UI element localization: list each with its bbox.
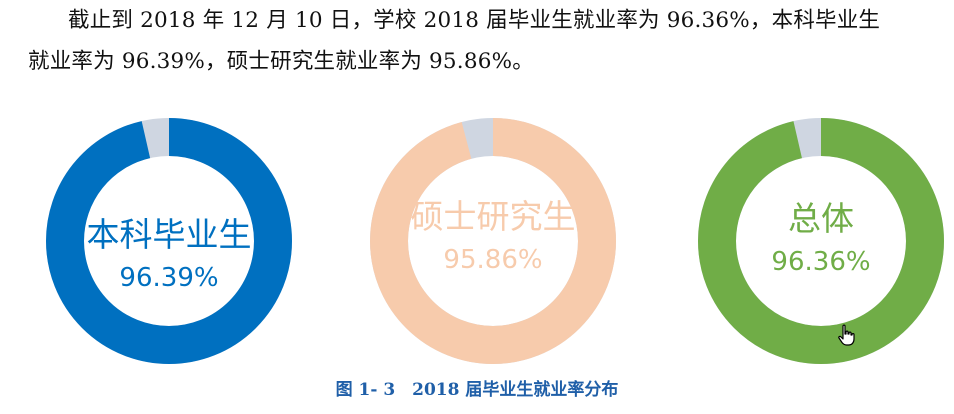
donut-chart-overall [698, 118, 944, 364]
donut-employed-segment-overall [698, 118, 944, 364]
donut-title-undergraduate: 本科毕业生 [86, 215, 252, 254]
donut-label-undergraduate: 本科毕业生 96.39% [46, 215, 292, 295]
paragraph-line-1: 截止到 2018 年 12 月 10 日，学校 2018 届毕业生就业率为 96… [68, 8, 881, 33]
donut-label-overall: 总体 96.36% [698, 199, 944, 279]
donut-chart-graduate [370, 118, 616, 364]
donut-employed-segment-undergraduate [46, 118, 292, 364]
figure-caption: 图 1- 3 2018 届毕业生就业率分布 [335, 380, 619, 400]
donut-employed-segment-graduate [370, 118, 616, 364]
donut-value-undergraduate: 96.39% [119, 263, 219, 293]
donut-label-graduate: 硕士研究生 95.86% [370, 197, 616, 277]
donut-value-overall: 96.36% [771, 247, 871, 277]
donut-value-graduate: 95.86% [443, 245, 543, 275]
hand-pointer-icon [838, 324, 855, 346]
donut-title-graduate: 硕士研究生 [410, 197, 576, 236]
donut-title-overall: 总体 [788, 199, 854, 238]
donut-chart-undergraduate [46, 118, 292, 364]
paragraph-line-2: 就业率为 96.39%，硕士研究生就业率为 95.86%。 [28, 49, 534, 74]
